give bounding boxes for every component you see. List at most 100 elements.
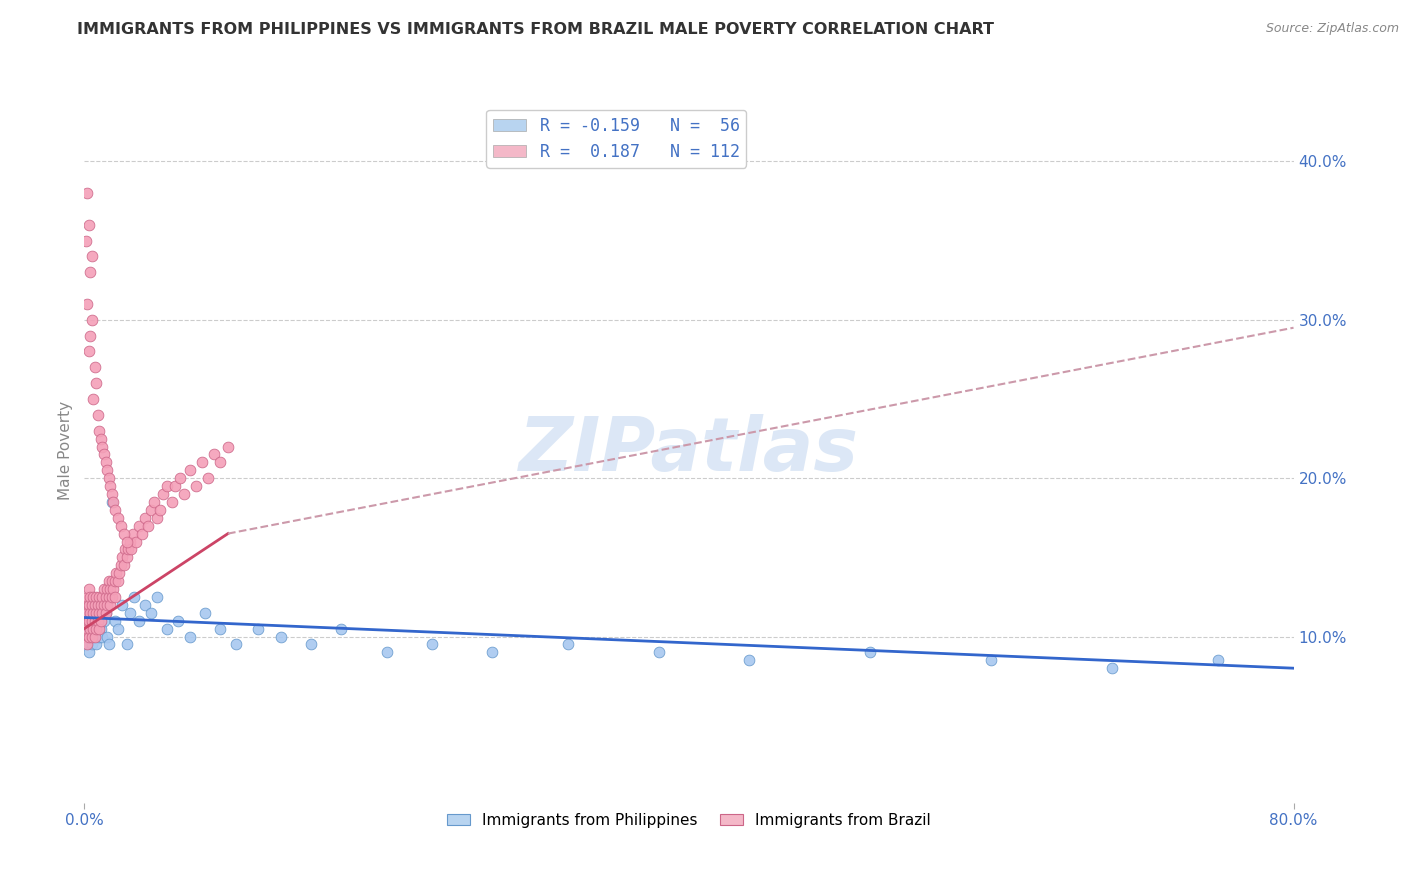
Point	[82, 392, 104, 406]
Point	[160, 495, 183, 509]
Point	[100, 574, 122, 588]
Point	[77, 630, 100, 644]
Point	[82, 590, 104, 604]
Point	[87, 598, 110, 612]
Point	[86, 637, 108, 651]
Point	[98, 479, 121, 493]
Point	[76, 622, 98, 636]
Point	[217, 440, 239, 454]
Point	[93, 447, 115, 461]
Point	[167, 614, 190, 628]
Point	[146, 510, 169, 524]
Point	[97, 590, 120, 604]
Point	[330, 622, 353, 636]
Point	[104, 590, 127, 604]
Point	[112, 558, 135, 573]
Point	[75, 598, 97, 612]
Point	[76, 590, 98, 604]
Point	[118, 534, 141, 549]
Point	[186, 479, 208, 493]
Point	[169, 471, 191, 485]
Point	[86, 606, 108, 620]
Point	[93, 598, 115, 612]
Point	[156, 622, 179, 636]
Point	[104, 503, 127, 517]
Point	[225, 637, 247, 651]
Point	[557, 637, 579, 651]
Point	[112, 526, 135, 541]
Point	[87, 614, 110, 628]
Point	[75, 630, 97, 644]
Point	[156, 479, 179, 493]
Point	[89, 590, 111, 604]
Point	[90, 432, 112, 446]
Point	[96, 598, 118, 612]
Point	[84, 630, 107, 644]
Point	[179, 463, 201, 477]
Point	[75, 630, 97, 644]
Point	[89, 630, 111, 644]
Point	[146, 590, 169, 604]
Point	[179, 630, 201, 644]
Point	[197, 471, 219, 485]
Point	[420, 637, 443, 651]
Point	[75, 614, 97, 628]
Point	[80, 630, 103, 644]
Point	[128, 518, 150, 533]
Point	[76, 606, 98, 620]
Text: IMMIGRANTS FROM PHILIPPINES VS IMMIGRANTS FROM BRAZIL MALE POVERTY CORRELATION C: IMMIGRANTS FROM PHILIPPINES VS IMMIGRANT…	[77, 22, 994, 37]
Point	[115, 637, 138, 651]
Point	[79, 598, 101, 612]
Point	[94, 455, 117, 469]
Point	[86, 622, 108, 636]
Point	[91, 630, 114, 644]
Point	[90, 622, 112, 636]
Point	[481, 645, 503, 659]
Point	[86, 622, 108, 636]
Point	[96, 463, 118, 477]
Point	[84, 598, 107, 612]
Point	[77, 614, 100, 628]
Point	[152, 487, 174, 501]
Point	[105, 566, 128, 581]
Point	[79, 622, 101, 636]
Point	[209, 622, 232, 636]
Point	[86, 590, 108, 604]
Point	[209, 455, 232, 469]
Y-axis label: Male Poverty: Male Poverty	[58, 401, 73, 500]
Point	[79, 606, 101, 620]
Point	[134, 510, 156, 524]
Point	[738, 653, 761, 667]
Point	[91, 606, 114, 620]
Point	[82, 622, 104, 636]
Text: ZIPatlas: ZIPatlas	[519, 414, 859, 487]
Point	[108, 566, 131, 581]
Point	[980, 653, 1002, 667]
Point	[79, 630, 101, 644]
Point	[115, 550, 138, 565]
Point	[142, 495, 165, 509]
Point	[76, 606, 98, 620]
Point	[101, 582, 124, 596]
Point	[149, 503, 172, 517]
Point	[80, 598, 103, 612]
Point	[79, 590, 101, 604]
Point	[79, 265, 101, 279]
Point	[94, 590, 117, 604]
Point	[77, 622, 100, 636]
Point	[122, 590, 145, 604]
Point	[104, 614, 127, 628]
Point	[80, 313, 103, 327]
Point	[136, 518, 159, 533]
Point	[110, 518, 132, 533]
Point	[114, 542, 136, 557]
Point	[93, 614, 115, 628]
Point	[84, 614, 107, 628]
Point	[97, 637, 120, 651]
Point	[96, 630, 118, 644]
Point	[128, 614, 150, 628]
Point	[84, 614, 107, 628]
Point	[91, 440, 114, 454]
Point	[118, 606, 141, 620]
Point	[97, 471, 120, 485]
